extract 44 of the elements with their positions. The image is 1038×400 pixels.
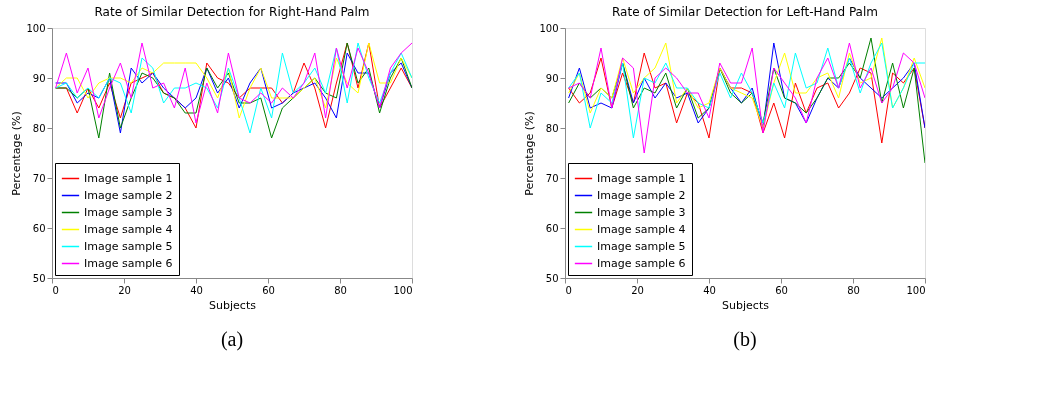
legend-label: Image sample 6: [84, 256, 173, 270]
y-tick-label: 60: [32, 222, 46, 234]
y-tick-label: 100: [539, 22, 559, 34]
x-tick-label: 0: [52, 284, 59, 296]
legend-label: Image sample 3: [597, 205, 686, 219]
y-tick-label: 70: [32, 172, 46, 184]
x-tick-label: 20: [118, 284, 131, 296]
y-tick-label: 80: [32, 122, 46, 134]
chart-title: Rate of Similar Detection for Right-Hand Palm: [94, 5, 370, 19]
y-tick-label: 50: [32, 272, 46, 284]
y-tick-label: 90: [545, 72, 559, 84]
x-axis-title: Subjects: [722, 298, 770, 312]
x-tick-label: 100: [906, 284, 926, 296]
legend-label: Image sample 3: [84, 205, 173, 219]
x-tick-label: 40: [703, 284, 716, 296]
y-tick-label: 100: [26, 22, 46, 34]
legend-label: Image sample 6: [597, 256, 686, 270]
legend-label: Image sample 4: [84, 222, 173, 236]
x-tick-label: 100: [393, 284, 413, 296]
legend-label: Image sample 1: [84, 171, 173, 185]
y-tick-label: 60: [545, 222, 559, 234]
y-axis-title: Percentage (%): [523, 111, 537, 196]
legend-label: Image sample 4: [597, 222, 686, 236]
text: (a): [220, 328, 244, 351]
x-axis-title: Subjects: [209, 298, 257, 312]
x-tick-label: 20: [631, 284, 644, 296]
x-tick-label: 80: [847, 284, 860, 296]
x-tick-label: 80: [334, 284, 347, 296]
y-tick-label: 90: [32, 72, 46, 84]
y-tick-label: 80: [545, 122, 559, 134]
x-tick-label: 40: [190, 284, 203, 296]
y-axis-title: Percentage (%): [10, 111, 24, 196]
y-tick-label: 70: [545, 172, 559, 184]
text: (b): [733, 328, 757, 351]
x-tick-label: 60: [262, 284, 275, 296]
x-tick-label: 60: [775, 284, 788, 296]
legend-label: Image sample 5: [84, 239, 173, 253]
legend-label: Image sample 2: [597, 188, 686, 202]
legend-label: Image sample 2: [84, 188, 173, 202]
x-tick-label: 0: [565, 284, 572, 296]
y-tick-label: 50: [545, 272, 559, 284]
chart-title: Rate of Similar Detection for Left-Hand Palm: [612, 5, 878, 19]
legend-label: Image sample 1: [597, 171, 686, 185]
legend-label: Image sample 5: [597, 239, 686, 253]
